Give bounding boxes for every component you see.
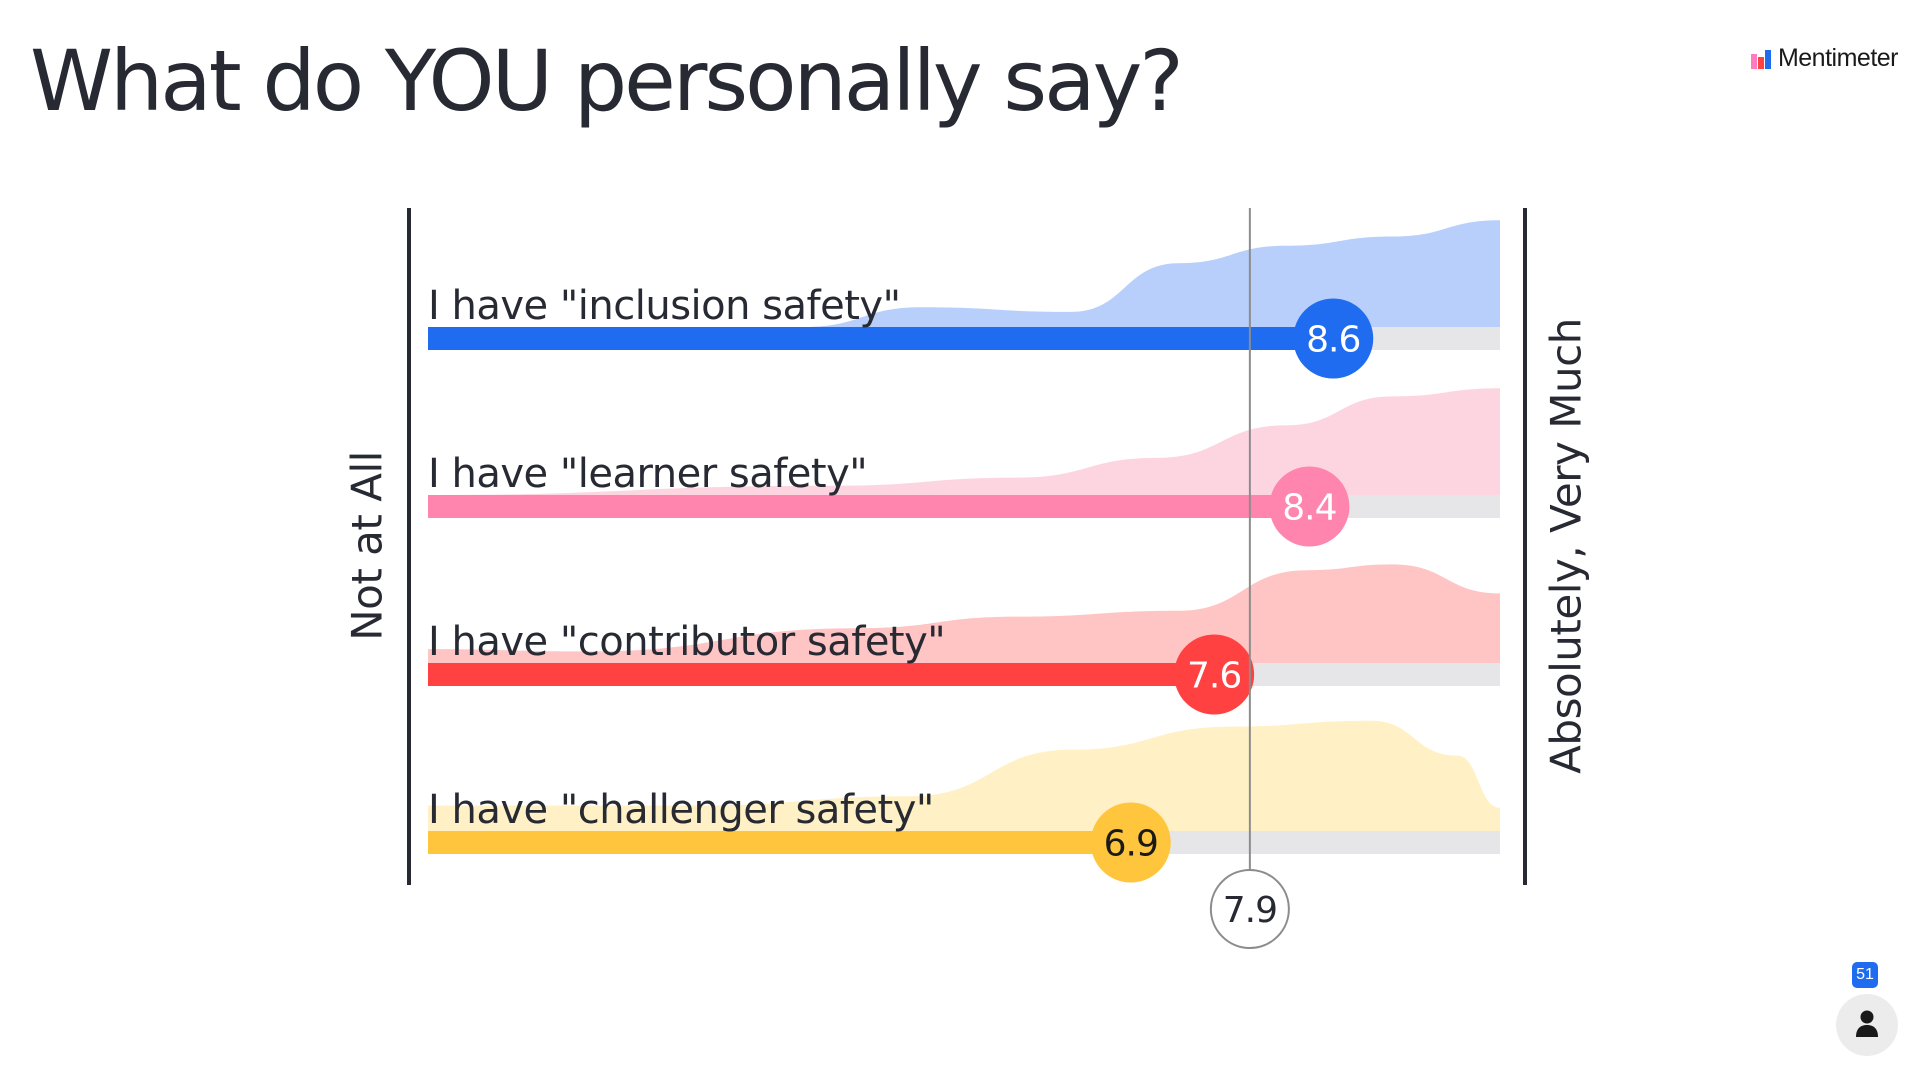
person-icon xyxy=(1856,1010,1878,1037)
slide-title: What do YOU personally say? xyxy=(30,32,1184,130)
category-label: I have "learner safety" xyxy=(428,451,867,497)
bar xyxy=(428,663,1215,686)
distribution-area xyxy=(428,388,1500,495)
value-bubble xyxy=(1293,298,1374,379)
value-label: 7.6 xyxy=(1187,656,1241,697)
bar xyxy=(428,495,1310,518)
average-bubble xyxy=(1209,869,1290,949)
bar xyxy=(428,831,1131,854)
category-label: I have "challenger safety" xyxy=(428,787,934,833)
value-label: 8.4 xyxy=(1282,488,1336,529)
value-bubble xyxy=(1174,634,1255,715)
value-label: 6.9 xyxy=(1104,824,1158,865)
distribution-area xyxy=(428,220,1500,327)
average-label: 7.9 xyxy=(1223,890,1277,931)
mentimeter-logo-icon xyxy=(1750,49,1771,69)
category-label: I have "inclusion safety" xyxy=(428,283,900,329)
value-label: 8.6 xyxy=(1306,320,1360,361)
participant-count-badge: 51 xyxy=(1852,962,1878,988)
distribution-area xyxy=(428,564,1500,663)
brand-name: Mentimeter xyxy=(1777,44,1899,72)
brand-logo: Mentimeter xyxy=(1750,44,1899,73)
category-label: I have "contributor safety" xyxy=(428,619,945,665)
value-bubble xyxy=(1269,466,1350,547)
participants-button[interactable] xyxy=(1836,994,1898,1056)
bar xyxy=(428,327,1334,350)
value-bubble xyxy=(1090,802,1171,883)
distribution-area xyxy=(428,720,1500,831)
participants-widget[interactable]: 51 xyxy=(1836,962,1898,1056)
